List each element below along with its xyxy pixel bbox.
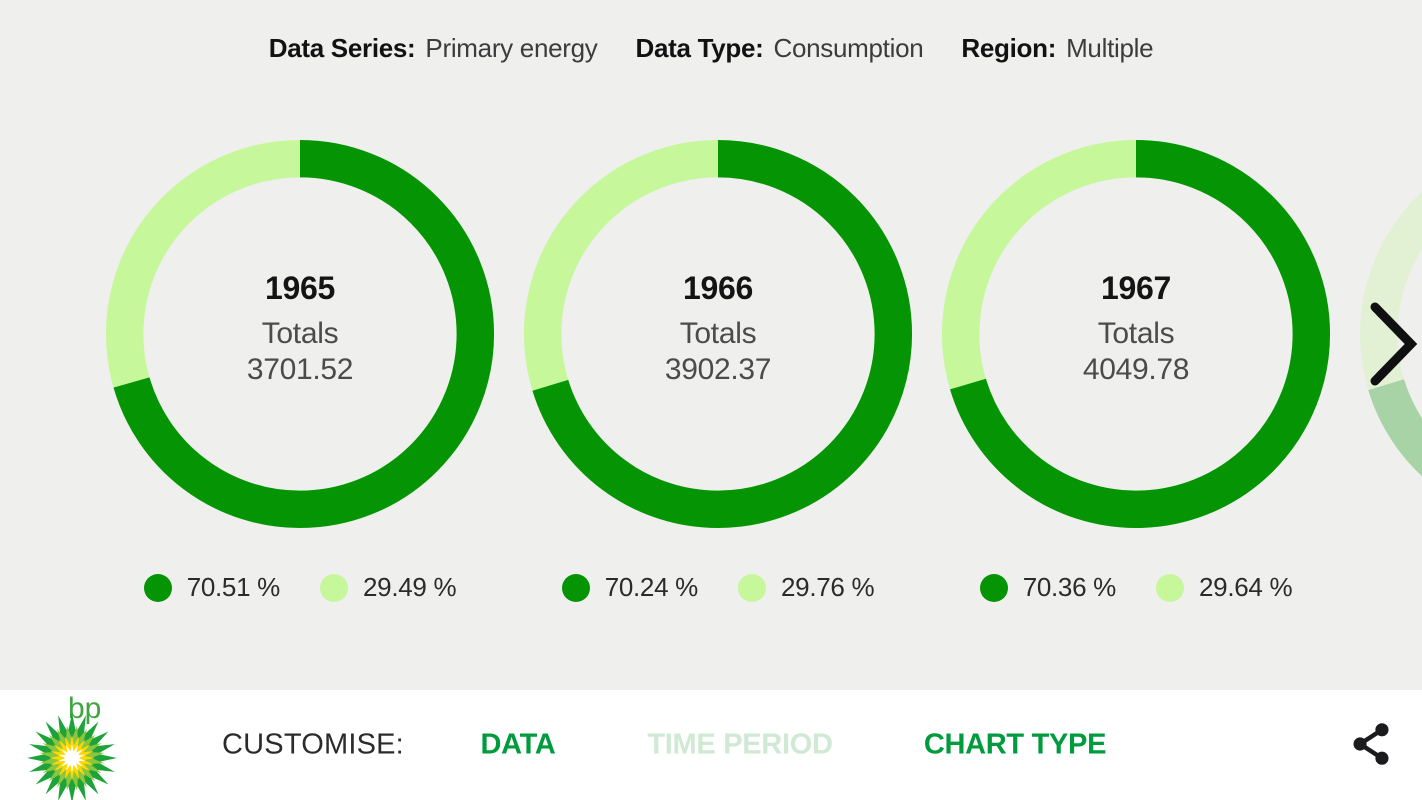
legend-color-dot [561, 573, 590, 602]
legend-item: 29.64 % [1156, 572, 1293, 603]
header-pair: Region: Multiple [961, 33, 1153, 64]
chart-legend: 70.24 % 29.76 % [509, 572, 927, 603]
chart-center-label: Totals [261, 317, 339, 350]
legend-color-dot [143, 573, 172, 602]
chart-year: 1966 [683, 270, 753, 306]
donut-svg [105, 139, 495, 529]
customise-label: CUSTOMISE: [222, 728, 404, 761]
donut-segment-light [1360, 191, 1422, 477]
menu-item-time-period[interactable]: TIME PERIOD [647, 728, 833, 761]
donut-chart [1345, 120, 1422, 603]
legend-color-dot [1156, 573, 1184, 602]
share-icon [1353, 722, 1389, 765]
legend-item: 70.51 % [143, 572, 281, 603]
chart-legend: 70.36 % 29.64 % [927, 572, 1345, 603]
donut-svg [1359, 139, 1422, 529]
donut-center-text: 1967 Totals 4049.78 [977, 170, 1295, 488]
legend-label: 29.76 % [781, 572, 875, 602]
legend-label: 29.49 % [363, 572, 457, 602]
header-pair: Data Series: Primary energy [269, 33, 598, 64]
donut-segment-dark [941, 139, 1331, 529]
legend-item: 70.36 % [979, 572, 1117, 603]
bp-helios-icon [27, 713, 117, 800]
next-chart-button[interactable] [1366, 300, 1420, 388]
donut-ring: 1967 Totals 4049.78 [939, 137, 1333, 531]
chart-center-label: Totals [679, 317, 757, 350]
chevron-right-icon [1370, 302, 1418, 386]
donut-center-text: 1966 Totals 3902.37 [559, 170, 877, 488]
legend-item: 29.49 % [320, 572, 457, 603]
donut-center-text: 1965 Totals 3701.52 [141, 170, 459, 488]
donut-svg [941, 139, 1331, 529]
chart-center-label: Totals [1097, 317, 1175, 350]
header-pair-label: Data Type: [635, 33, 764, 63]
legend-label: 70.36 % [1022, 572, 1117, 602]
legend-item: 29.76 % [738, 572, 875, 603]
donut-chart: 1967 Totals 4049.78 70.36 % 29.64 % [927, 120, 1345, 603]
header-pair: Data Type: Consumption [636, 33, 924, 64]
donut-chart: 1966 Totals 3902.37 70.24 % 29.76 % [509, 120, 927, 603]
header-pair-value: Multiple [1066, 33, 1154, 63]
legend-item: 70.24 % [561, 572, 699, 603]
donut-segment-dark [105, 139, 495, 529]
share-button[interactable] [1348, 720, 1394, 770]
charts-row: 1965 Totals 3701.52 70.51 % 29.49 % 1966 … [91, 120, 1422, 603]
donut-chart: 1965 Totals 3701.52 70.51 % 29.49 % [91, 120, 509, 603]
chart-legend: 70.51 % 29.49 % [91, 572, 509, 603]
legend-color-dot [738, 573, 766, 602]
donut-ring [1357, 137, 1422, 531]
legend-color-dot [320, 573, 348, 602]
header-pair-value: Primary energy [425, 33, 598, 63]
chart-year: 1967 [1101, 270, 1171, 306]
donut-ring: 1965 Totals 3701.52 [103, 137, 497, 531]
donut-svg [523, 139, 913, 529]
bp-logo[interactable]: bp [24, 690, 134, 800]
header-pair-label: Data Series: [268, 33, 416, 63]
chart-total: 3902.37 [664, 353, 772, 386]
chart-year: 1965 [265, 270, 335, 306]
customise-toolbar: bp CUSTOMISE: DATA TIME PERIOD CHART TYPE [0, 690, 1422, 800]
legend-label: 70.51 % [186, 572, 281, 602]
legend-color-dot [979, 573, 1008, 602]
menu-item-chart-type[interactable]: CHART TYPE [923, 728, 1107, 761]
chart-total: 4049.78 [1082, 353, 1190, 386]
header-pair-label: Region: [961, 33, 1057, 63]
legend-label: 29.64 % [1199, 572, 1293, 602]
donut-ring: 1966 Totals 3902.37 [521, 137, 915, 531]
header-pair-value: Consumption [773, 33, 924, 63]
menu-item-data[interactable]: DATA [480, 728, 556, 761]
legend-label: 70.24 % [604, 572, 699, 602]
header-bar: Data Series: Primary energy Data Type: Cons… [0, 33, 1422, 64]
chart-total: 3701.52 [246, 353, 354, 386]
donut-segment-dark [523, 139, 913, 529]
